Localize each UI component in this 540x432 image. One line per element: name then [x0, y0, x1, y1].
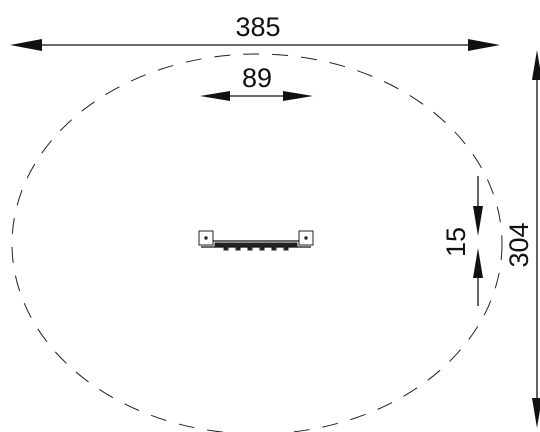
- left-post-bolt: [204, 236, 208, 240]
- arrowhead-left: [10, 39, 42, 51]
- arrowhead-up: [473, 248, 483, 278]
- overall-depth-label: 304: [504, 222, 534, 267]
- overall-depth-dimension: 304: [504, 50, 540, 428]
- overall-width-dimension: 385: [10, 12, 500, 51]
- rung: [283, 245, 289, 251]
- equipment-length-dimension: 89: [200, 63, 313, 101]
- arrowhead-right: [283, 91, 313, 101]
- equipment-top-view: [198, 230, 314, 251]
- rung: [247, 245, 253, 251]
- arrowhead-down: [473, 206, 483, 236]
- arrowhead-left: [200, 91, 230, 101]
- equipment-depth-dimension: 15: [441, 176, 483, 306]
- arrowhead-right: [468, 39, 500, 51]
- arrowhead-down: [532, 398, 540, 428]
- safety-zone-outline: [11, 53, 503, 432]
- rung: [223, 245, 229, 251]
- rung: [235, 245, 241, 251]
- right-post-bolt: [304, 236, 308, 240]
- arrowhead-up: [532, 50, 540, 80]
- rung: [259, 245, 265, 251]
- crossbar-body: [214, 242, 298, 247]
- overall-width-label: 385: [235, 12, 280, 42]
- rung: [271, 245, 277, 251]
- equipment-length-label: 89: [242, 63, 272, 93]
- equipment-depth-label: 15: [441, 227, 471, 257]
